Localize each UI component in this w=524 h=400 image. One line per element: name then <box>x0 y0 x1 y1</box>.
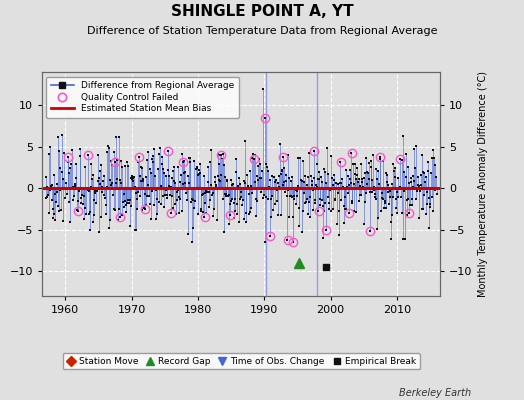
Text: Berkeley Earth: Berkeley Earth <box>399 388 472 398</box>
Legend: Station Move, Record Gap, Time of Obs. Change, Empirical Break: Station Move, Record Gap, Time of Obs. C… <box>62 353 420 370</box>
Legend: Difference from Regional Average, Quality Control Failed, Estimated Station Mean: Difference from Regional Average, Qualit… <box>47 76 238 118</box>
Y-axis label: Monthly Temperature Anomaly Difference (°C): Monthly Temperature Anomaly Difference (… <box>478 71 488 297</box>
Text: SHINGLE POINT A, YT: SHINGLE POINT A, YT <box>171 4 353 19</box>
Text: Difference of Station Temperature Data from Regional Average: Difference of Station Temperature Data f… <box>87 26 437 36</box>
